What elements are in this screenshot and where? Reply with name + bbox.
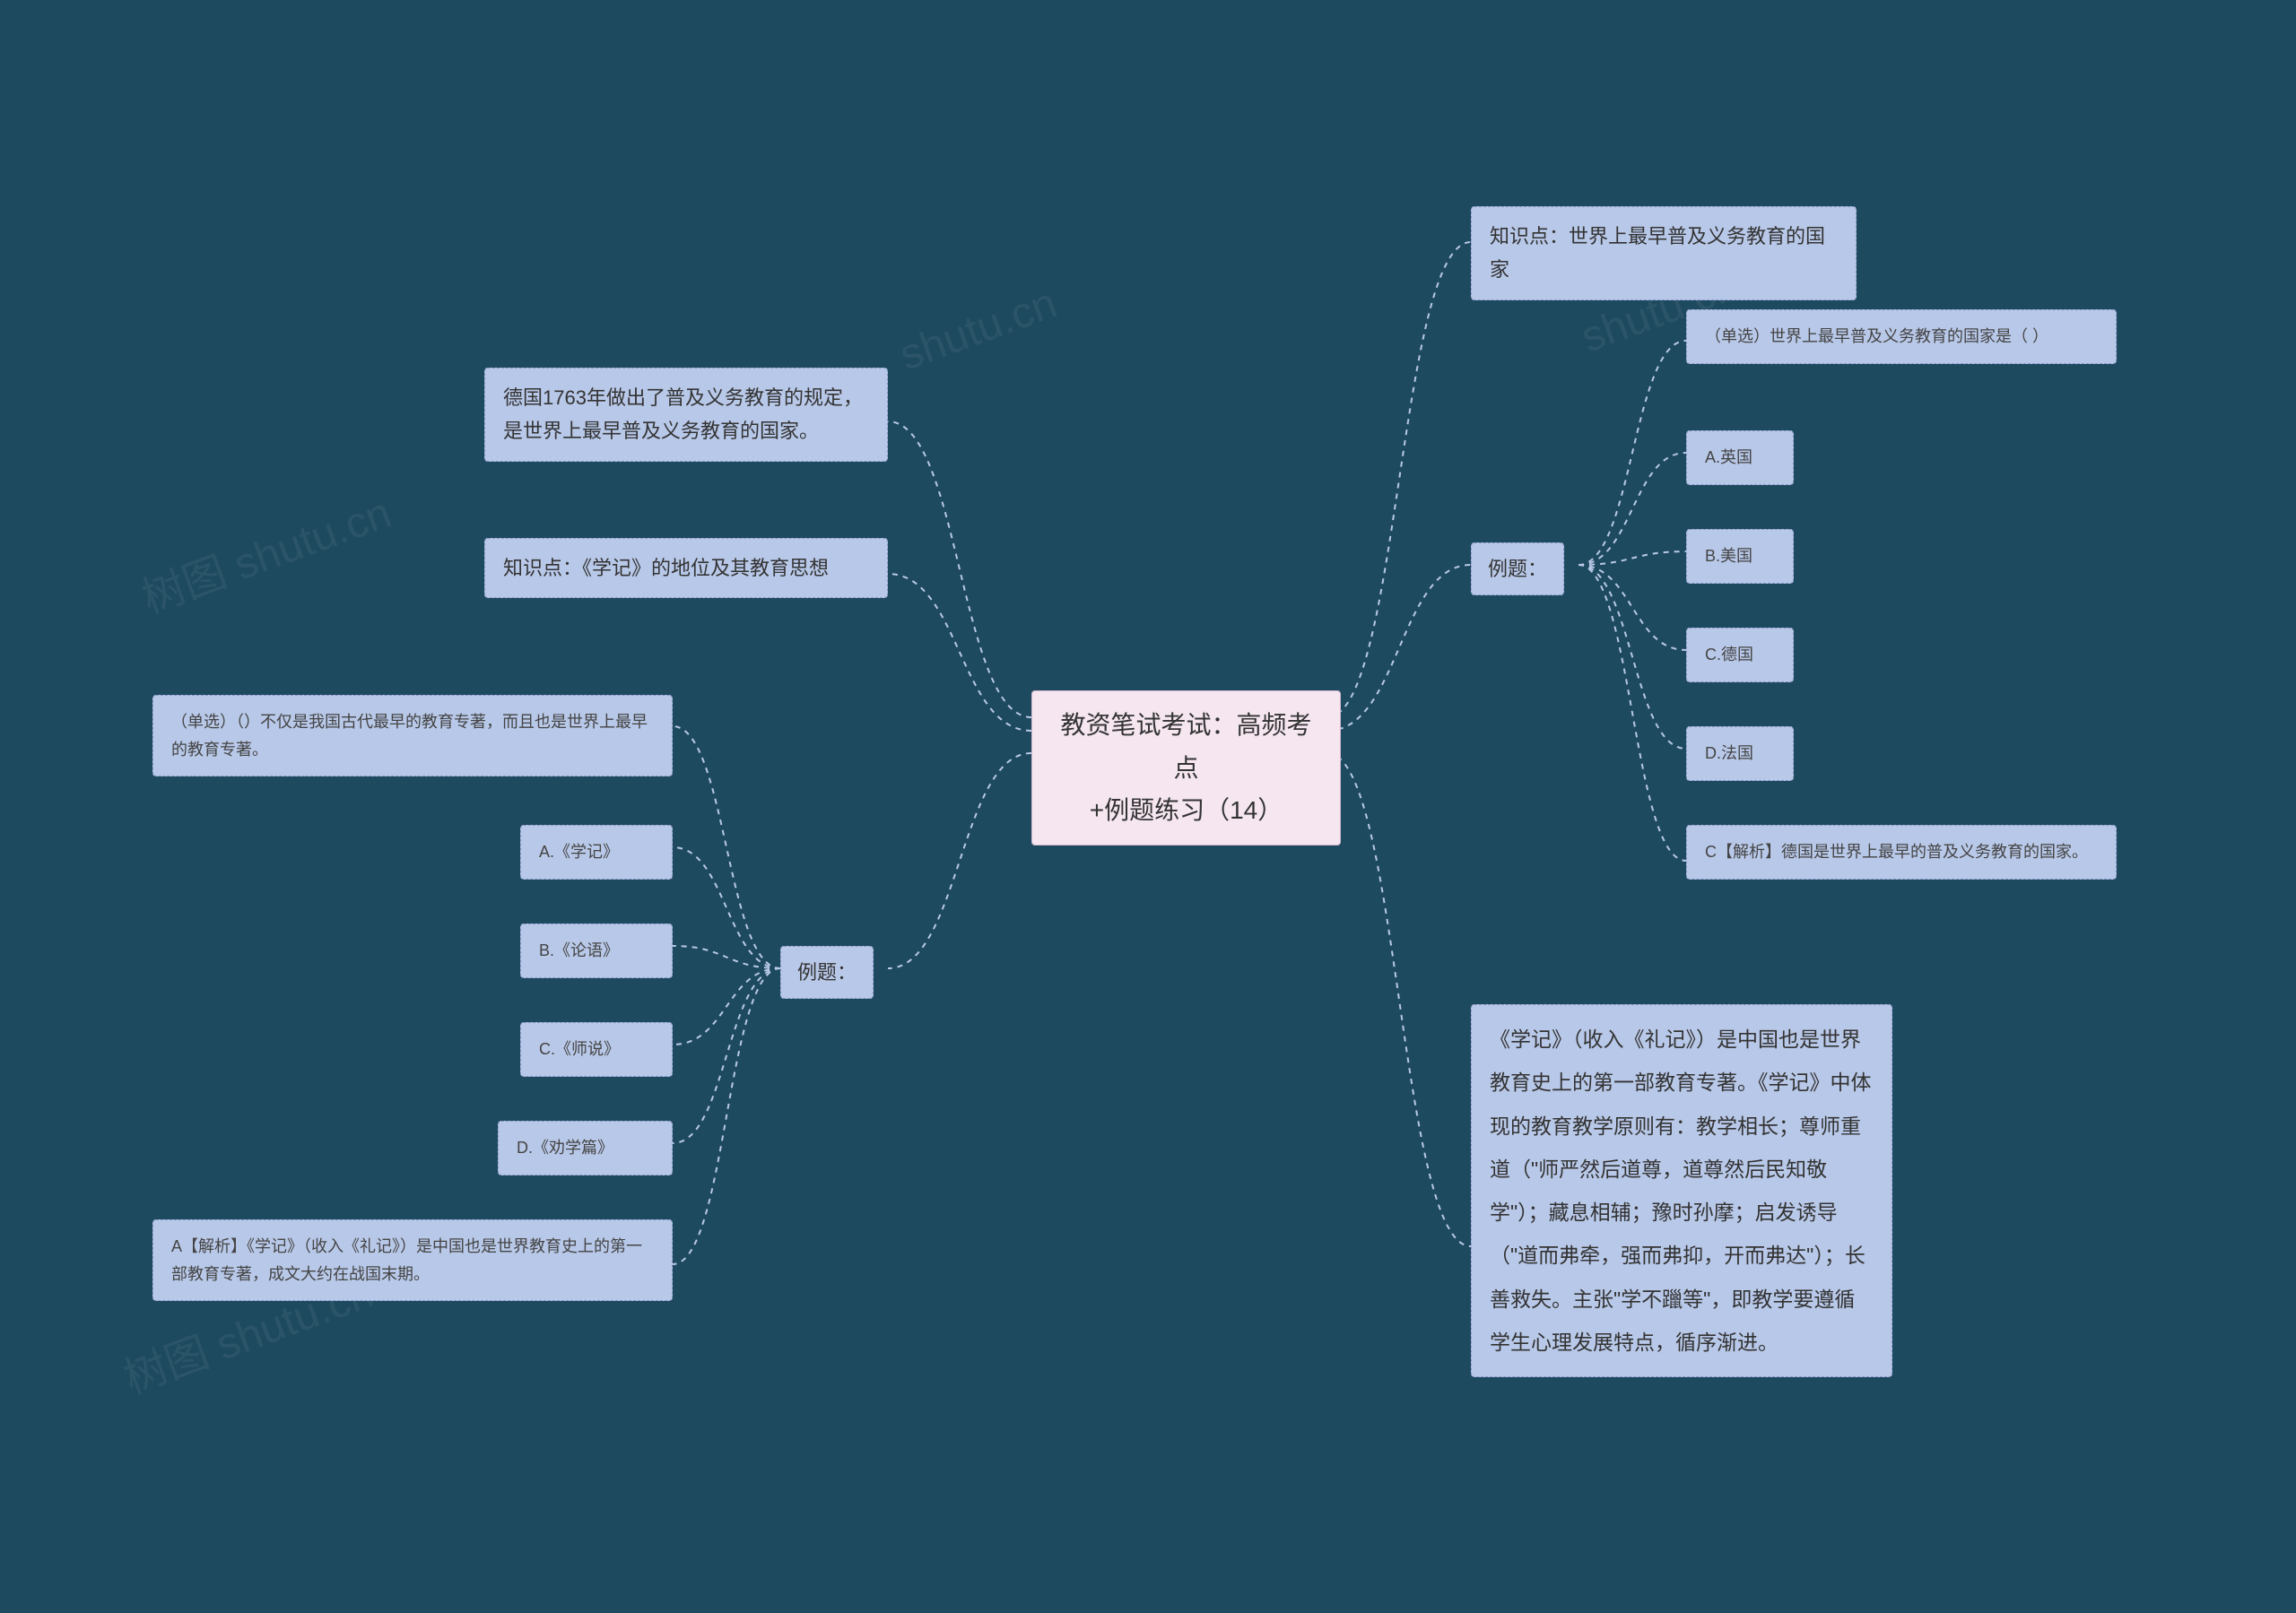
center-line1: 教资笔试考试：高频考点 — [1050, 704, 1322, 789]
left-opt-b: B.《论语》 — [520, 924, 673, 978]
right-ans1: C【解析】德国是世界上最早的普及义务教育的国家。 — [1686, 825, 2117, 880]
right-opt-b: B.美国 — [1686, 529, 1794, 584]
right-opt-a: A.英国 — [1686, 430, 1794, 485]
left-opt-c: C.《师说》 — [520, 1022, 673, 1077]
watermark: 树图 shutu.cn — [132, 477, 398, 625]
right-q1: （单选）世界上最早普及义务教育的国家是（ ） — [1686, 309, 2117, 364]
left-example-label: 例题： — [780, 946, 874, 999]
center-title: 教资笔试考试：高频考点 +例题练习（14） — [1031, 690, 1341, 846]
right-kp1: 知识点：世界上最早普及义务教育的国家 — [1471, 206, 1857, 300]
left-opt-d: D.《劝学篇》 — [498, 1121, 673, 1175]
left-kp2: 知识点：《学记》的地位及其教育思想 — [484, 538, 888, 598]
left-q2: （单选）（）不仅是我国古代最早的教育专著，而且也是世界上最早的教育专著。 — [152, 695, 673, 776]
left-germany: 德国1763年做出了普及义务教育的规定，是世界上最早普及义务教育的国家。 — [484, 368, 888, 462]
right-opt-d: D.法国 — [1686, 726, 1794, 781]
right-opt-c: C.德国 — [1686, 628, 1794, 682]
left-opt-a: A.《学记》 — [520, 825, 673, 880]
right-example-label: 例题： — [1471, 542, 1564, 595]
watermark: shutu.cn — [893, 279, 1063, 381]
center-line2: +例题练习（14） — [1050, 789, 1322, 832]
left-ans2: A【解析】《学记》（收入《礼记》）是中国也是世界教育史上的第一部教育专著，成文大… — [152, 1219, 673, 1301]
right-xueji: 《学记》（收入《礼记》）是中国也是世界教育史上的第一部教育专著。《学记》中体现的… — [1471, 1004, 1892, 1377]
